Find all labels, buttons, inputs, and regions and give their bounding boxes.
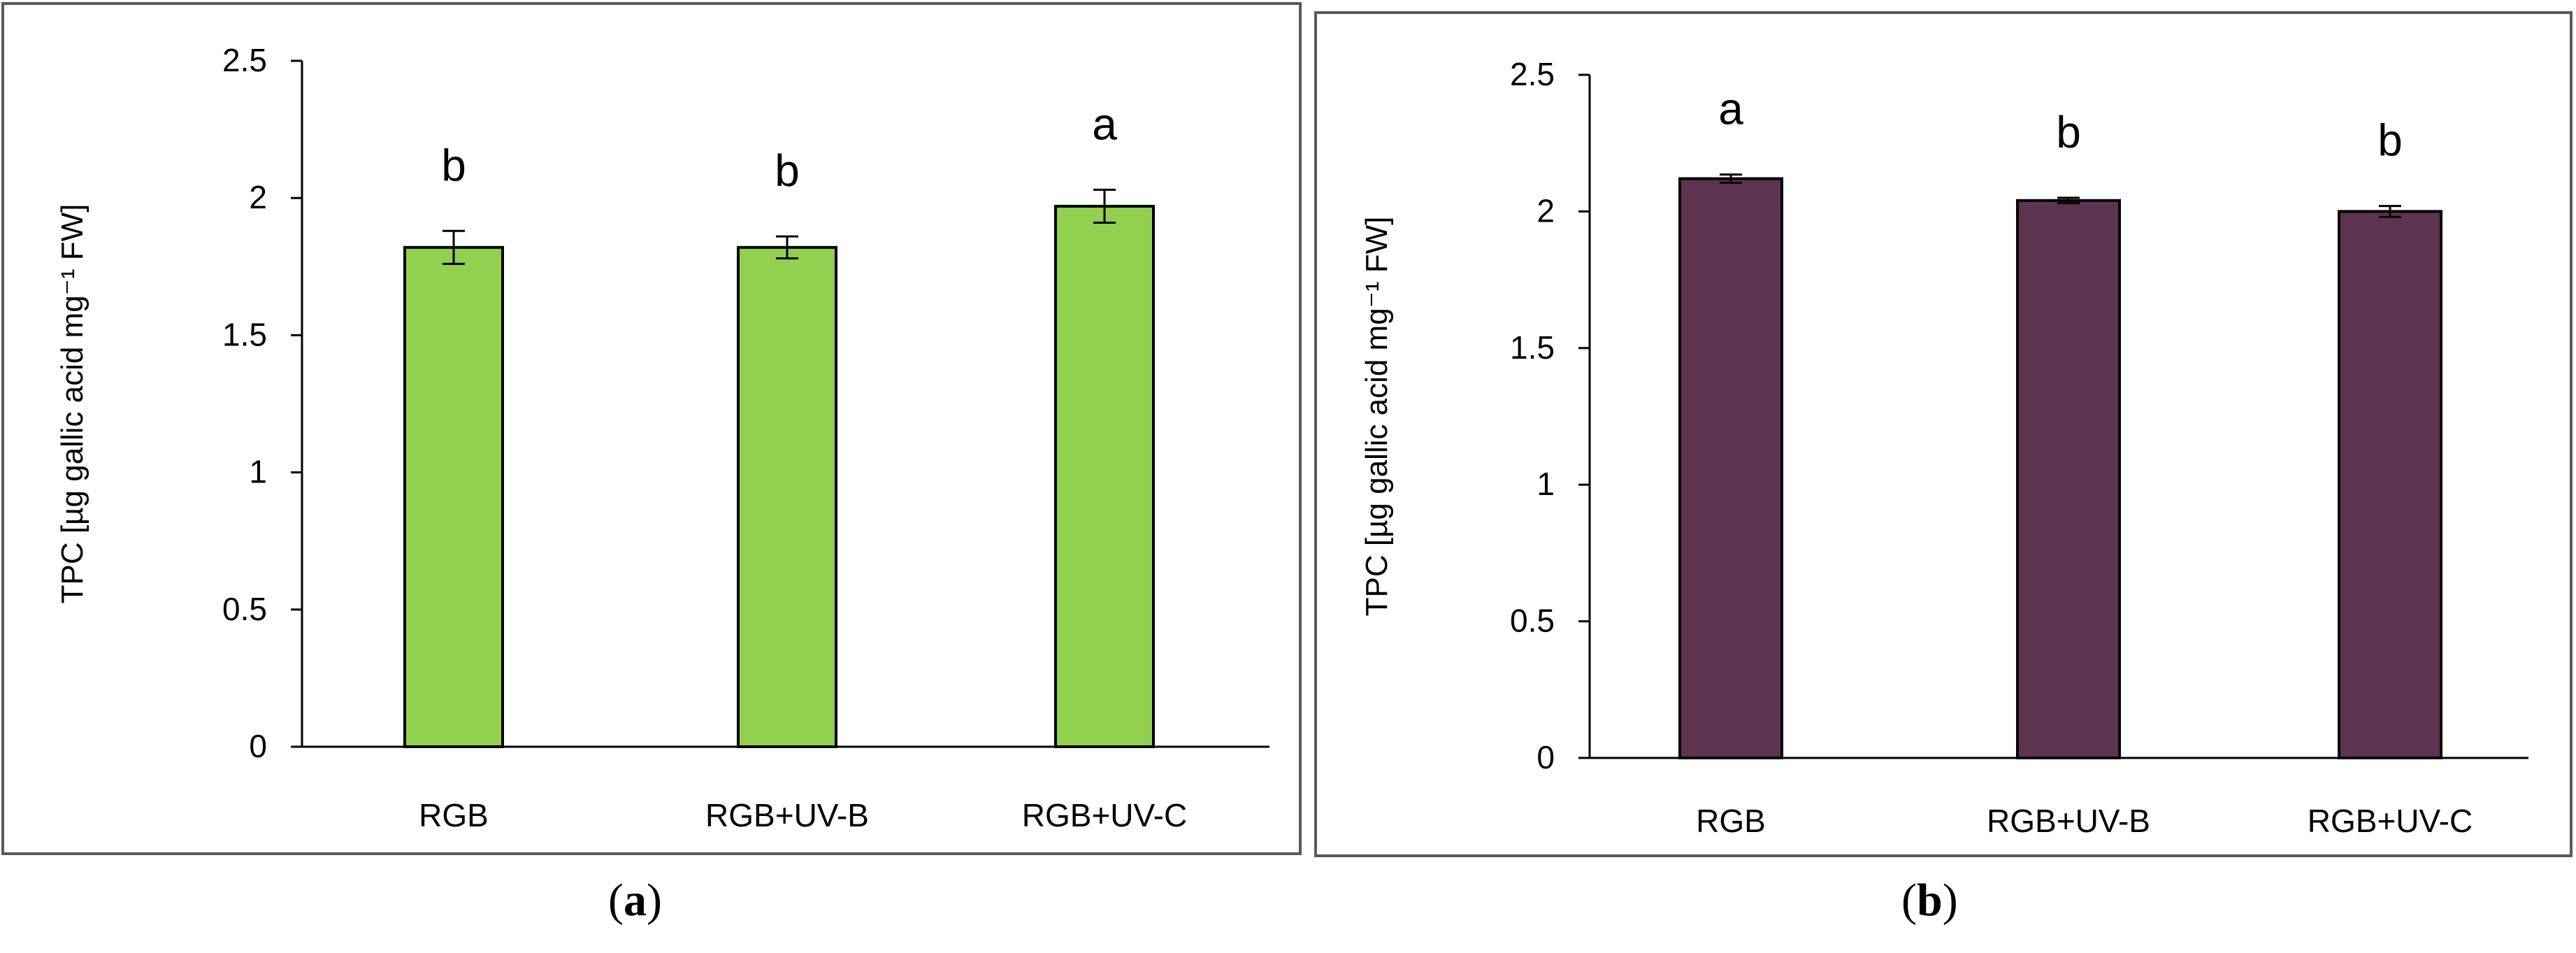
chart-b-svg: 0 0.5 1 1.5 2 2.5 TPC [µg gallic acid mg⁻¹ FW]… — [1360, 56, 2528, 839]
y-tick-label: 2 — [1537, 192, 1555, 229]
bar — [2016, 199, 2121, 759]
y-tick-label: 0.5 — [222, 591, 267, 627]
y-tick-label: 2.5 — [222, 42, 267, 78]
x-tick-label: RGB — [1696, 803, 1766, 839]
significance-letter: b — [441, 140, 466, 190]
bar — [737, 245, 837, 749]
chart-a-svg: 0 0.5 1 1.5 2 2.5 TPC [µg gallic acid mg⁻¹ FW]… — [55, 42, 1269, 833]
y-tick-label: 2 — [249, 179, 267, 215]
chart-panel-b: 0 0.5 1 1.5 2 2.5 TPC [µg gallic acid mg⁻¹ FW]… — [1314, 11, 2573, 857]
x-tick-label: RGB+UV-C — [1022, 797, 1187, 833]
significance-letter: b — [2056, 107, 2081, 157]
y-tick-label: 1 — [249, 454, 267, 490]
significance-letter: b — [2377, 115, 2403, 166]
y-tick-label: 0.5 — [1510, 603, 1555, 639]
caption-a: (a) — [608, 875, 662, 926]
x-tick-label: RGB — [419, 797, 489, 833]
y-tick-label: 0 — [1537, 739, 1555, 775]
y-tick-label: 2.5 — [1510, 56, 1555, 92]
y-tick-label: 0 — [249, 728, 267, 764]
y-axis-label: TPC [µg gallic acid mg⁻¹ FW] — [1360, 217, 1394, 617]
chart-panel-a: 0 0.5 1 1.5 2 2.5 TPC [µg gallic acid mg⁻¹ FW]… — [1, 2, 1302, 855]
x-tick-label: RGB+UV-B — [705, 797, 869, 833]
significance-letter: a — [1092, 99, 1117, 149]
significance-letter: a — [1718, 84, 1743, 134]
caption-b: (b) — [1901, 875, 1958, 926]
y-tick-label: 1.5 — [222, 316, 267, 352]
y-tick-label: 1.5 — [1510, 329, 1555, 366]
significance-letter: b — [775, 145, 800, 196]
bar — [2338, 210, 2442, 759]
y-axis-label: TPC [µg gallic acid mg⁻¹ FW] — [55, 204, 89, 604]
bar — [1054, 204, 1155, 748]
x-tick-label: RGB+UV-B — [1987, 803, 2150, 839]
bar — [1678, 177, 1783, 759]
x-tick-label: RGB+UV-C — [2308, 803, 2473, 839]
y-tick-label: 1 — [1537, 466, 1555, 502]
bar — [403, 245, 504, 749]
